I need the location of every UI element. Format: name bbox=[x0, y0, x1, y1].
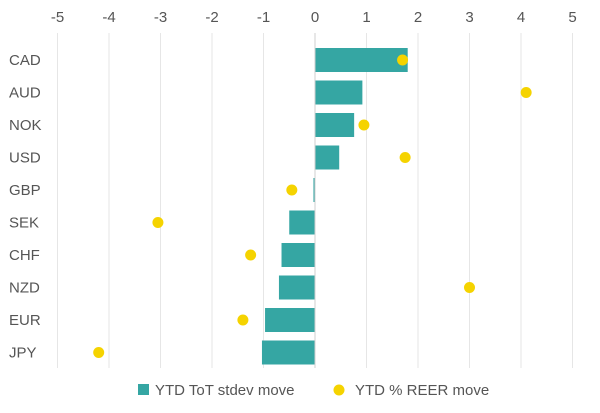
bar bbox=[315, 145, 340, 170]
category-label: AUD bbox=[9, 85, 41, 102]
x-tick-label: -2 bbox=[205, 9, 218, 26]
data-point bbox=[358, 119, 370, 131]
data-point bbox=[93, 347, 105, 358]
y-axis-categories: CAD AUD NOK USD GBP SEK CHF NZD EUR JPY bbox=[9, 52, 42, 362]
data-point bbox=[245, 249, 257, 261]
x-tick-label: 3 bbox=[465, 9, 473, 26]
bar bbox=[261, 340, 315, 365]
data-point bbox=[397, 54, 409, 66]
category-label: CAD bbox=[9, 52, 41, 69]
bar bbox=[315, 113, 355, 137]
x-tick-label: 0 bbox=[311, 9, 319, 26]
x-tick-label: 1 bbox=[362, 9, 370, 26]
legend-swatch-point bbox=[333, 384, 345, 396]
data-point bbox=[464, 282, 475, 293]
bar bbox=[313, 178, 315, 202]
x-tick-label: 4 bbox=[517, 9, 525, 26]
category-label: SEK bbox=[9, 215, 39, 232]
bar bbox=[315, 48, 408, 72]
legend-label-point: YTD % REER move bbox=[355, 382, 489, 399]
bar bbox=[265, 308, 315, 332]
legend-label-bar: YTD ToT stdev move bbox=[155, 382, 295, 399]
bar bbox=[278, 275, 315, 300]
data-point bbox=[520, 87, 532, 98]
x-tick-label: -4 bbox=[102, 9, 115, 26]
category-label: USD bbox=[9, 150, 41, 167]
category-label: NZD bbox=[9, 280, 40, 297]
grid-lines bbox=[57, 33, 573, 368]
category-label: CHF bbox=[9, 247, 40, 264]
data-point bbox=[152, 217, 164, 228]
category-label: EUR bbox=[9, 312, 41, 329]
bar bbox=[289, 210, 315, 235]
bar bbox=[281, 243, 315, 267]
data-point bbox=[286, 184, 298, 196]
legend: YTD ToT stdev move YTD % REER move bbox=[138, 382, 489, 399]
category-label: NOK bbox=[9, 117, 42, 134]
x-tick-label: 5 bbox=[568, 9, 576, 26]
point-series bbox=[93, 54, 532, 358]
bar-series bbox=[261, 48, 408, 365]
data-point bbox=[237, 314, 249, 326]
x-axis-ticks: -5 -4 -3 -2 -1 0 1 2 3 4 5 bbox=[51, 9, 577, 26]
x-tick-label: -5 bbox=[51, 9, 64, 26]
x-tick-label: 2 bbox=[414, 9, 422, 26]
legend-swatch-bar bbox=[138, 384, 149, 395]
x-tick-label: -1 bbox=[257, 9, 270, 26]
category-label: GBP bbox=[9, 182, 41, 199]
data-point bbox=[399, 152, 411, 163]
category-label: JPY bbox=[9, 345, 37, 362]
bar bbox=[315, 80, 363, 105]
x-tick-label: -3 bbox=[154, 9, 167, 26]
